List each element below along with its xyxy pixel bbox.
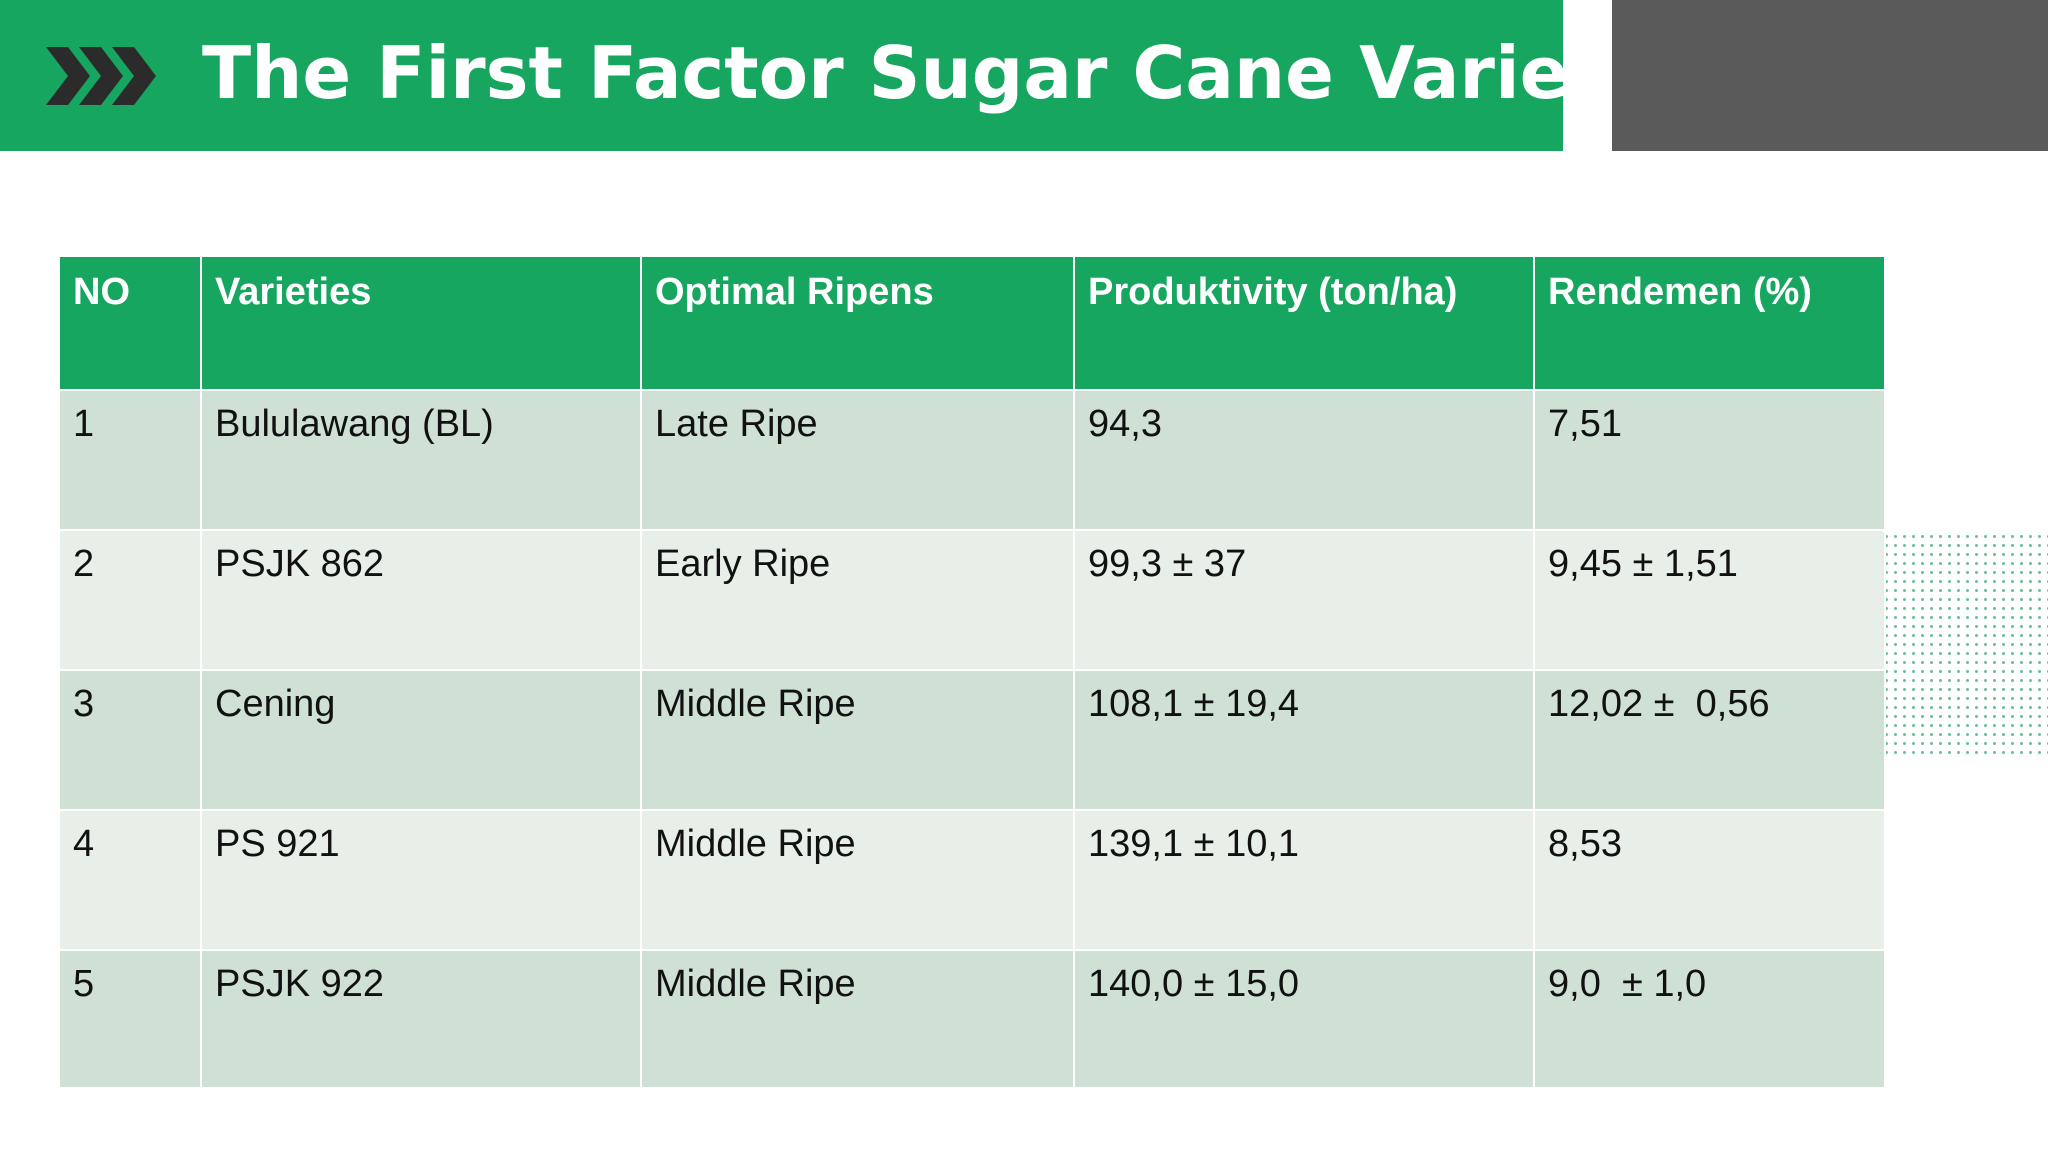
cell-optimal-ripens: Late Ripe bbox=[640, 389, 1075, 531]
table-row: 1 Bululawang (BL) Late Ripe 94,3 7,51 bbox=[58, 389, 1886, 531]
cell-rendemen: 9,45 ± 1,51 bbox=[1533, 529, 1886, 671]
table-row: 4 PS 921 Middle Ripe 139,1 ± 10,1 8,53 bbox=[58, 809, 1886, 951]
cell-produktivity: 140,0 ± 15,0 bbox=[1073, 949, 1535, 1089]
cell-rendemen: 7,51 bbox=[1533, 389, 1886, 531]
cell-rendemen: 8,53 bbox=[1533, 809, 1886, 951]
cell-optimal-ripens: Middle Ripe bbox=[640, 669, 1075, 811]
column-header-varieties: Varieties bbox=[200, 255, 642, 391]
cell-optimal-ripens: Early Ripe bbox=[640, 529, 1075, 671]
cell-rendemen: 9,0 ± 1,0 bbox=[1533, 949, 1886, 1089]
cell-produktivity: 108,1 ± 19,4 bbox=[1073, 669, 1535, 811]
cell-no: 4 bbox=[58, 809, 202, 951]
table-row: 3 Cening Middle Ripe 108,1 ± 19,4 12,02 … bbox=[58, 669, 1886, 811]
page-title: The First Factor Sugar Cane Varieties bbox=[202, 31, 1720, 115]
cell-variety: PSJK 922 bbox=[200, 949, 642, 1089]
column-header-optimal-ripens: Optimal Ripens bbox=[640, 255, 1075, 391]
cell-no: 5 bbox=[58, 949, 202, 1089]
title-bar: The First Factor Sugar Cane Varieties bbox=[0, 0, 1719, 151]
cell-variety: Cening bbox=[200, 669, 642, 811]
cell-produktivity: 139,1 ± 10,1 bbox=[1073, 809, 1535, 951]
cell-no: 3 bbox=[58, 669, 202, 811]
varieties-table: NO Varieties Optimal Ripens Produktivity… bbox=[58, 255, 1886, 1089]
column-header-no: NO bbox=[58, 255, 202, 391]
table-row: 2 PSJK 862 Early Ripe 99,3 ± 37 9,45 ± 1… bbox=[58, 529, 1886, 671]
decorative-gray-block bbox=[1612, 0, 2048, 151]
triple-chevron-right-icon bbox=[46, 47, 156, 105]
cell-variety: Bululawang (BL) bbox=[200, 389, 642, 531]
cell-no: 1 bbox=[58, 389, 202, 531]
column-header-produktivity: Produktivity (ton/ha) bbox=[1073, 255, 1535, 391]
cell-optimal-ripens: Middle Ripe bbox=[640, 809, 1075, 951]
table-header-row: NO Varieties Optimal Ripens Produktivity… bbox=[58, 255, 1886, 391]
decorative-dot-pattern bbox=[1882, 532, 2048, 760]
cell-variety: PSJK 862 bbox=[200, 529, 642, 671]
cell-optimal-ripens: Middle Ripe bbox=[640, 949, 1075, 1089]
cell-no: 2 bbox=[58, 529, 202, 671]
column-header-rendemen: Rendemen (%) bbox=[1533, 255, 1886, 391]
table-row: 5 PSJK 922 Middle Ripe 140,0 ± 15,0 9,0 … bbox=[58, 949, 1886, 1089]
cell-rendemen: 12,02 ± 0,56 bbox=[1533, 669, 1886, 811]
cell-variety: PS 921 bbox=[200, 809, 642, 951]
cell-produktivity: 99,3 ± 37 bbox=[1073, 529, 1535, 671]
cell-produktivity: 94,3 bbox=[1073, 389, 1535, 531]
